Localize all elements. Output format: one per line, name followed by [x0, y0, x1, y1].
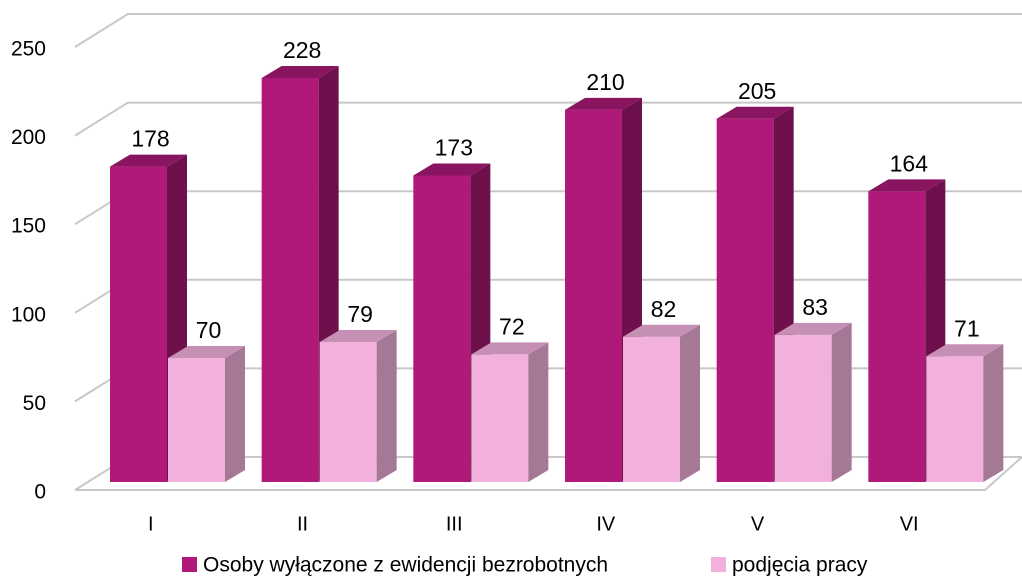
bar-front — [623, 336, 680, 482]
y-tick-label: 100 — [11, 303, 46, 326]
bar-top — [261, 65, 339, 78]
bar-front — [319, 342, 377, 482]
bar-side — [225, 345, 245, 482]
data-label: 72 — [499, 313, 525, 339]
bar-front — [471, 354, 529, 482]
y-tick-label: 200 — [11, 126, 46, 149]
x-tick-label: II — [297, 513, 308, 535]
bar-front — [110, 166, 167, 483]
x-tick-label: III — [446, 513, 463, 535]
legend-label: Osoby wyłączone z ewidencji bezrobotnych — [203, 554, 608, 577]
bar-top — [868, 179, 946, 192]
x-tick-label: VI — [900, 513, 919, 535]
grid-line — [74, 101, 1022, 137]
bar-top — [774, 322, 852, 335]
bar-top — [926, 344, 1004, 357]
floor-edge — [984, 456, 1022, 491]
bar-side — [528, 342, 549, 482]
bar-side — [376, 330, 397, 482]
bar — [168, 345, 245, 482]
bar — [774, 322, 852, 482]
grid-line — [74, 13, 1022, 48]
bar-front — [565, 109, 622, 482]
y-tick-label: 150 — [11, 215, 46, 238]
bar-top — [471, 342, 549, 355]
bar-front — [168, 357, 225, 482]
bar-side — [680, 324, 700, 482]
bar-top — [623, 324, 700, 337]
bar — [926, 344, 1004, 482]
bar — [471, 342, 549, 482]
bar-top — [413, 163, 491, 176]
bar-front — [261, 77, 319, 482]
data-label: 71 — [954, 315, 980, 341]
data-label: 164 — [890, 150, 929, 176]
bar-side — [831, 322, 852, 482]
bar — [319, 330, 397, 482]
data-label: 70 — [196, 317, 222, 343]
x-tick-label: I — [148, 513, 154, 535]
bar-side — [983, 344, 1004, 482]
data-label: 82 — [651, 296, 677, 322]
bar — [868, 179, 946, 482]
y-tick-label: 50 — [23, 392, 46, 415]
bar-front — [774, 334, 832, 482]
legend-swatch — [711, 557, 726, 572]
bar-front — [716, 118, 774, 483]
data-label: 173 — [435, 135, 473, 161]
bar-top — [565, 97, 642, 110]
legend-swatch — [182, 557, 197, 572]
bar-top — [110, 154, 187, 167]
bar-front — [926, 356, 984, 482]
x-tick-label: IV — [596, 513, 616, 535]
data-label: 79 — [347, 301, 373, 327]
bar — [716, 106, 794, 483]
bar — [623, 324, 700, 482]
x-tick-label: V — [751, 513, 765, 535]
bar-top — [319, 330, 397, 343]
y-tick-label: 250 — [11, 38, 46, 61]
bar-top — [716, 106, 794, 119]
data-label: 178 — [131, 126, 169, 152]
data-label: 228 — [283, 37, 321, 63]
data-label: 205 — [738, 78, 776, 104]
legend-label: podjęcia pracy — [732, 554, 868, 577]
bar-front — [413, 175, 471, 482]
data-label: 83 — [802, 294, 828, 320]
bar-top — [168, 345, 245, 358]
y-tick-label: 0 — [34, 481, 46, 504]
data-label: 210 — [586, 69, 624, 95]
bar-front — [868, 191, 926, 482]
